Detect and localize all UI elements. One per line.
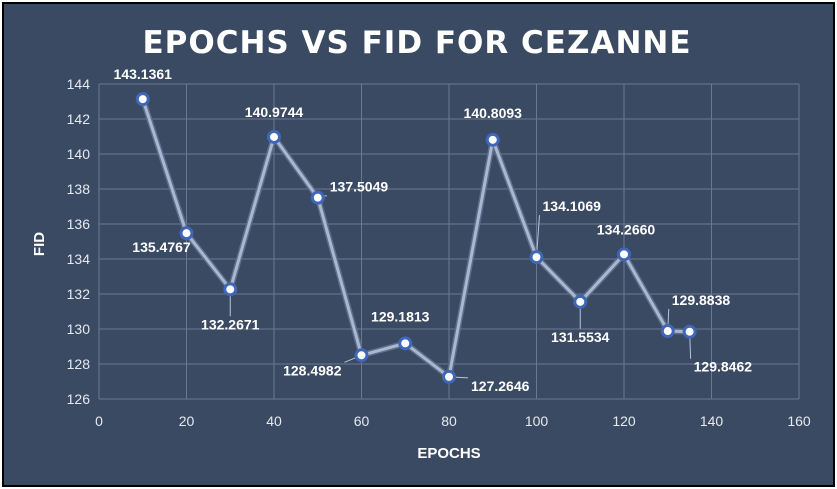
- x-tick-label: 20: [179, 413, 195, 429]
- data-point: [398, 336, 413, 351]
- x-tick-labels: 0 20 40 60 80 100 120 140 160: [95, 413, 811, 429]
- data-label: 143.1361: [114, 66, 173, 82]
- y-tick-labels: 126 128 130 132 134 136 138 140 142 144: [67, 76, 91, 407]
- data-point: [660, 324, 675, 339]
- data-label: 132.2671: [201, 316, 260, 332]
- data-point: [179, 226, 194, 241]
- y-tick-label: 134: [67, 251, 91, 267]
- data-point: [354, 348, 369, 363]
- data-point: [442, 369, 456, 384]
- x-tick-label: 0: [95, 413, 103, 429]
- series-line: [141, 98, 690, 379]
- x-tick-label: 40: [266, 413, 282, 429]
- y-tick-label: 132: [67, 286, 91, 302]
- y-tick-label: 144: [67, 76, 91, 92]
- y-tick-label: 136: [67, 216, 91, 232]
- y-tick-label: 138: [67, 181, 91, 197]
- data-point: [617, 247, 631, 262]
- data-label: 129.8838: [672, 292, 731, 308]
- y-tick-label: 128: [67, 356, 91, 372]
- data-point: [529, 250, 544, 265]
- x-tick-label: 80: [441, 413, 457, 429]
- y-axis-title: FID: [31, 232, 48, 256]
- series-layer: [139, 98, 690, 380]
- data-label: 134.2660: [597, 221, 656, 237]
- x-tick-label: 160: [787, 413, 811, 429]
- data-point: [310, 190, 325, 205]
- data-point: [573, 294, 588, 309]
- data-label: 128.4982: [283, 362, 342, 378]
- y-tick-label: 130: [67, 321, 91, 337]
- data-label: 129.8462: [694, 359, 753, 375]
- x-tick-label: 100: [525, 413, 549, 429]
- chart-title: EPOCHS VS FID FOR CEZANNE: [142, 25, 691, 61]
- data-label: 131.5534: [551, 329, 610, 345]
- data-point: [267, 129, 281, 144]
- x-axis-title: EPOCHS: [417, 445, 480, 462]
- data-label: 135.4767: [132, 239, 191, 255]
- y-tick-label: 142: [67, 111, 91, 127]
- data-point: [223, 282, 238, 297]
- y-tick-label: 126: [67, 391, 91, 407]
- x-tick-label: 120: [612, 413, 636, 429]
- data-label: 134.1069: [543, 198, 602, 214]
- data-point: [682, 324, 697, 339]
- data-label: 140.8093: [464, 105, 523, 121]
- data-point: [485, 132, 500, 147]
- grid-layer: [98, 83, 800, 400]
- point-layer: [135, 92, 697, 384]
- data-label: 140.9744: [245, 104, 304, 120]
- y-tick-label: 140: [67, 146, 91, 162]
- data-labels: 143.1361 135.4767 132.2671 140.9744 137.5049…: [114, 66, 753, 394]
- data-label: 137.5049: [330, 179, 389, 195]
- chart-svg: EPOCHS VS FID FOR CEZANNE 126 128 130 132 13…: [31, 25, 811, 462]
- data-point: [135, 92, 150, 107]
- x-tick-label: 140: [700, 413, 724, 429]
- data-label: 129.1813: [371, 308, 430, 324]
- data-label: 127.2646: [471, 378, 530, 394]
- x-tick-label: 60: [354, 413, 370, 429]
